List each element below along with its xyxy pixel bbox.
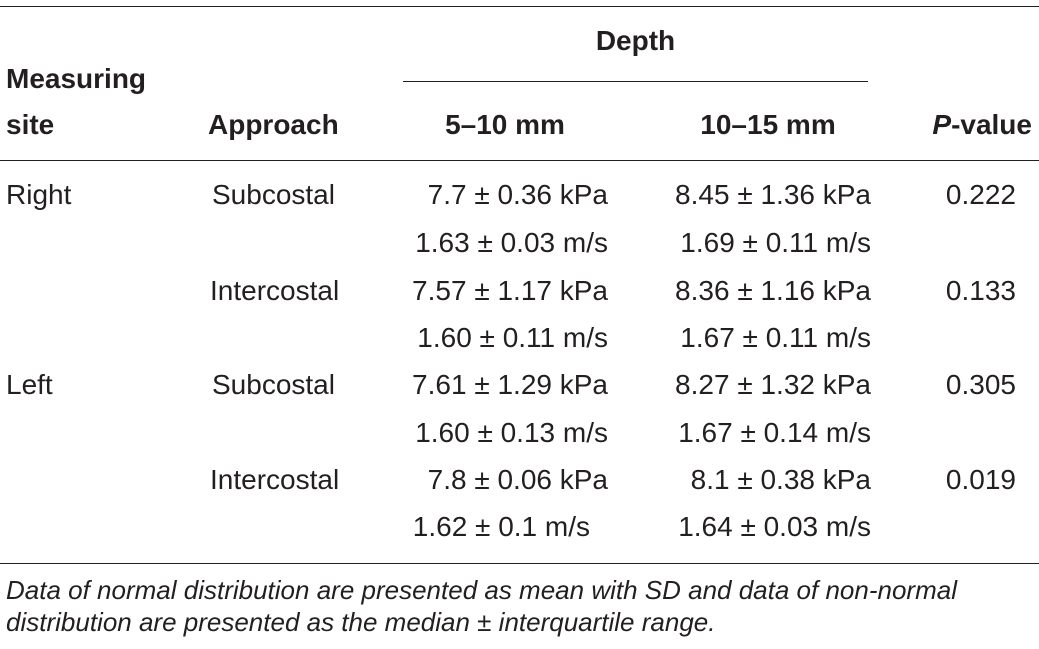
header-depth: Depth (595, 25, 676, 56)
header-bottom-rule (0, 160, 1039, 161)
p-value-italic: P (932, 109, 952, 140)
cell-depth-10-15: 1.64 ± 0.03 m/s (678, 511, 871, 542)
cell-approach: Intercostal (210, 464, 340, 495)
header-approach: Approach (208, 109, 339, 140)
cell-site: Right (6, 179, 72, 210)
header-measuring-site-line2: site (6, 109, 55, 140)
p-value-rest: -value (951, 109, 1032, 140)
cell-p-value: 0.133 (945, 275, 1016, 306)
footnote-line-1: Data of normal distribution are presente… (6, 575, 957, 605)
cell-depth-5-10: 7.7 ± 0.36 kPa (427, 179, 608, 210)
cell-depth-5-10: 7.57 ± 1.17 kPa (412, 275, 608, 306)
cell-depth-10-15: 1.67 ± 0.14 m/s (678, 417, 871, 448)
cell-depth-5-10: 7.8 ± 0.06 kPa (427, 464, 608, 495)
table-bottom-rule (0, 563, 1039, 564)
footnote-line-2: distribution are presented as the median… (6, 607, 716, 637)
cell-p-value: 0.305 (945, 369, 1016, 400)
cell-depth-10-15: 8.36 ± 1.16 kPa (675, 275, 871, 306)
cell-depth-10-15: 8.27 ± 1.32 kPa (675, 369, 871, 400)
depth-underline (403, 81, 868, 82)
cell-p-value: 0.222 (945, 179, 1016, 210)
cell-approach: Intercostal (210, 275, 340, 306)
cell-depth-5-10: 1.63 ± 0.03 m/s (415, 227, 608, 258)
cell-depth-10-15: 1.69 ± 0.11 m/s (680, 227, 871, 258)
cell-depth-10-15: 8.45 ± 1.36 kPa (675, 179, 871, 210)
cell-depth-10-15: 8.1 ± 0.38 kPa (690, 464, 871, 495)
header-depth-10-15: 10–15 mm (700, 109, 836, 140)
cell-p-value: 0.019 (945, 464, 1016, 495)
header-p-value: P-value (880, 108, 1032, 142)
cell-depth-5-10: 1.62 ± 0.1 m/s (412, 511, 590, 542)
header-measuring-site-line1: Measuring (6, 63, 147, 94)
cell-approach: Subcostal (212, 179, 335, 210)
cell-approach: Subcostal (212, 369, 335, 400)
cell-depth-10-15: 1.67 ± 0.11 m/s (680, 322, 871, 353)
cell-site: Left (6, 369, 53, 400)
cell-depth-5-10: 1.60 ± 0.13 m/s (415, 417, 608, 448)
header-depth-5-10: 5–10 mm (445, 109, 565, 140)
table-top-rule (0, 6, 1039, 7)
table-footnote: Data of normal distribution are presente… (6, 574, 957, 638)
cell-depth-5-10: 1.60 ± 0.11 m/s (417, 322, 608, 353)
cell-depth-5-10: 7.61 ± 1.29 kPa (412, 369, 608, 400)
